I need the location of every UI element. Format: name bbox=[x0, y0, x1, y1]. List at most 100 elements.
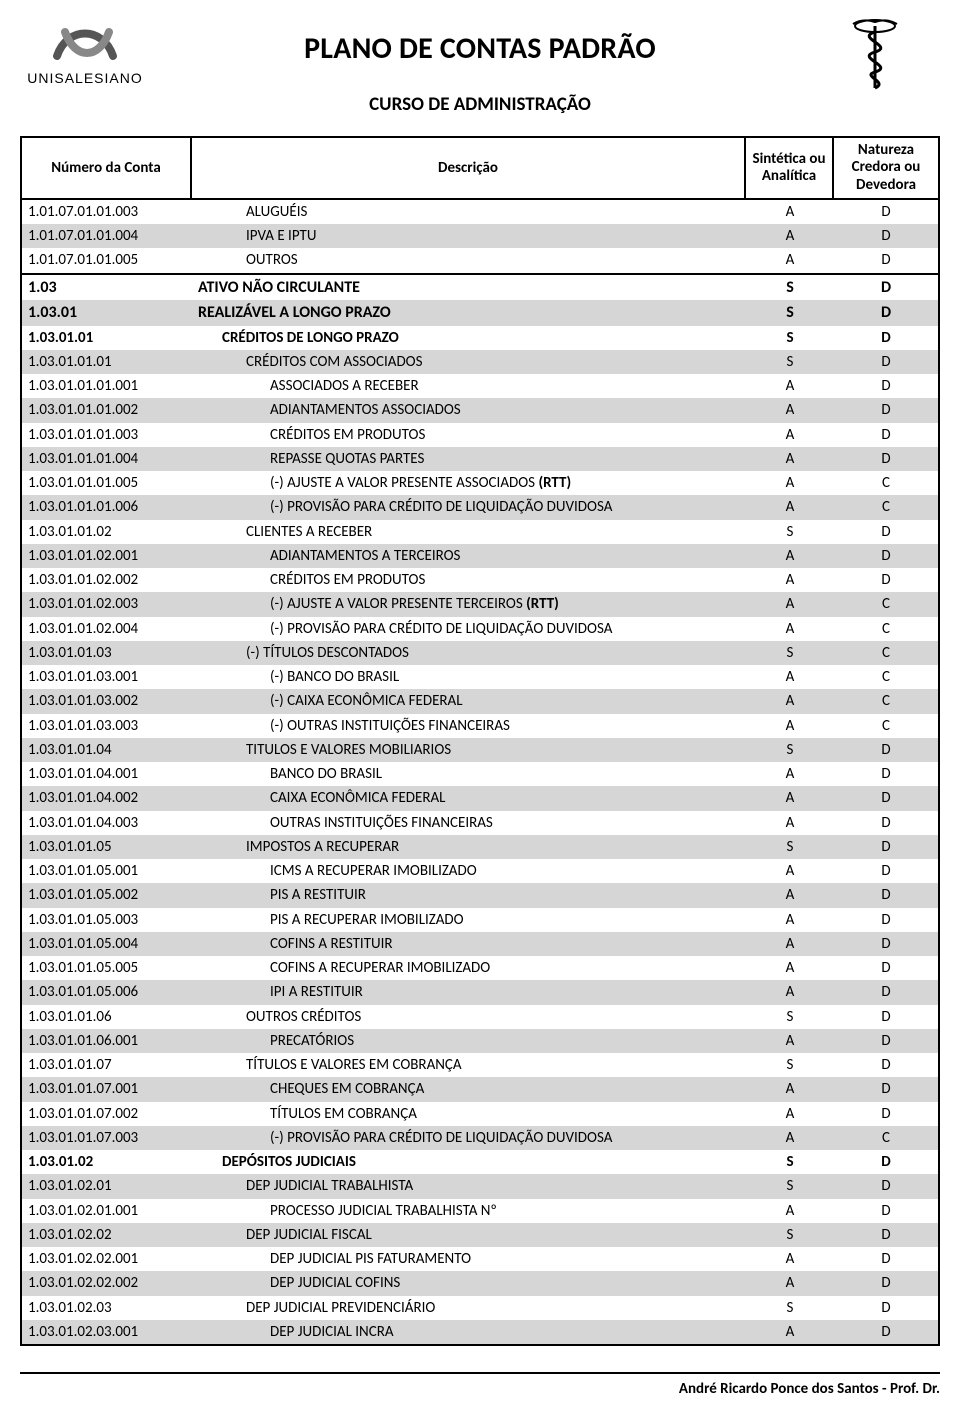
swoosh-icon bbox=[45, 16, 125, 68]
cell-description: (-) CAIXA ECONÔMICA FEDERAL bbox=[192, 689, 746, 713]
cell-description: TÍTULOS E VALORES EM COBRANÇA bbox=[192, 1053, 746, 1077]
table-row: 1.03.01.01.05.002PIS A RESTITUIRAD bbox=[22, 883, 938, 907]
cell-sa: S bbox=[746, 300, 834, 326]
cell-nat: D bbox=[834, 883, 938, 907]
cell-sa: A bbox=[746, 544, 834, 568]
cell-description: ASSOCIADOS A RECEBER bbox=[192, 374, 746, 398]
cell-sa: S bbox=[746, 1296, 834, 1320]
cell-account-number: 1.03.01.02 bbox=[22, 1150, 192, 1174]
cell-nat: D bbox=[834, 423, 938, 447]
cell-nat: D bbox=[834, 1053, 938, 1077]
cell-description: CRÉDITOS EM PRODUTOS bbox=[192, 423, 746, 447]
col-header-nat: Natureza Credora ou Devedora bbox=[834, 138, 938, 198]
cell-account-number: 1.03.01.01.02.004 bbox=[22, 617, 192, 641]
cell-sa: S bbox=[746, 350, 834, 374]
cell-description: COFINS A RESTITUIR bbox=[192, 932, 746, 956]
table-row: 1.03.01.02.01DEP JUDICIAL TRABALHISTASD bbox=[22, 1174, 938, 1198]
cell-sa: A bbox=[746, 1199, 834, 1223]
cell-account-number: 1.03.01.01.06.001 bbox=[22, 1029, 192, 1053]
cell-account-number: 1.03.01.01.05.001 bbox=[22, 859, 192, 883]
cell-sa: A bbox=[746, 374, 834, 398]
cell-description: CRÉDITOS EM PRODUTOS bbox=[192, 568, 746, 592]
cell-nat: D bbox=[834, 568, 938, 592]
cell-description: TITULOS E VALORES MOBILIARIOS bbox=[192, 738, 746, 762]
cell-sa: S bbox=[746, 835, 834, 859]
cell-description: DEP JUDICIAL PREVIDENCIÁRIO bbox=[192, 1296, 746, 1320]
cell-nat: D bbox=[834, 762, 938, 786]
cell-description: CHEQUES EM COBRANÇA bbox=[192, 1077, 746, 1101]
cell-sa: A bbox=[746, 956, 834, 980]
footer-text: André Ricardo Ponce dos Santos - Prof. D… bbox=[20, 1380, 940, 1398]
table-row: 1.03.01.01.03.002(-) CAIXA ECONÔMICA FED… bbox=[22, 689, 938, 713]
cell-sa: A bbox=[746, 762, 834, 786]
footer-line bbox=[20, 1372, 940, 1374]
cell-account-number: 1.03.01.02.03 bbox=[22, 1296, 192, 1320]
cell-nat: C bbox=[834, 471, 938, 495]
cell-account-number: 1.03.01.01.04.002 bbox=[22, 786, 192, 810]
cell-nat: D bbox=[834, 1271, 938, 1295]
cell-description: (-) AJUSTE A VALOR PRESENTE TERCEIROS (R… bbox=[192, 592, 746, 616]
cell-sa: S bbox=[746, 520, 834, 544]
table-row: 1.03.01.01.07.003(-) PROVISÃO PARA CRÉDI… bbox=[22, 1126, 938, 1150]
cell-description: REALIZÁVEL A LONGO PRAZO bbox=[192, 300, 746, 326]
cell-nat: D bbox=[834, 1320, 938, 1344]
cell-nat: D bbox=[834, 1077, 938, 1101]
cell-sa: A bbox=[746, 786, 834, 810]
table-row: 1.01.07.01.01.004IPVA E IPTUAD bbox=[22, 224, 938, 248]
cell-description: (-) PROVISÃO PARA CRÉDITO DE LIQUIDAÇÃO … bbox=[192, 1126, 746, 1150]
cell-description: IPVA E IPTU bbox=[192, 224, 746, 248]
cell-nat: D bbox=[834, 1247, 938, 1271]
logo-left-text: UNISALESIANO bbox=[27, 70, 142, 86]
cell-description: (-) BANCO DO BRASIL bbox=[192, 665, 746, 689]
table-row: 1.03.01.01.05.004COFINS A RESTITUIRAD bbox=[22, 932, 938, 956]
cell-account-number: 1.03.01.01 bbox=[22, 326, 192, 350]
cell-description: DEP JUDICIAL INCRA bbox=[192, 1320, 746, 1344]
table-row: 1.03.01.01.02.002CRÉDITOS EM PRODUTOSAD bbox=[22, 568, 938, 592]
cell-account-number: 1.03.01.01.02.001 bbox=[22, 544, 192, 568]
table-row: 1.03.01.01.05.001ICMS A RECUPERAR IMOBIL… bbox=[22, 859, 938, 883]
table-row: 1.03.01.01.01.004REPASSE QUOTAS PARTESAD bbox=[22, 447, 938, 471]
cell-nat: C bbox=[834, 641, 938, 665]
cell-nat: D bbox=[834, 520, 938, 544]
cell-nat: D bbox=[834, 447, 938, 471]
cell-nat: D bbox=[834, 398, 938, 422]
cell-account-number: 1.03.01.01.05 bbox=[22, 835, 192, 859]
cell-sa: A bbox=[746, 908, 834, 932]
table-row: 1.03.01.02DEPÓSITOS JUDICIAISSD bbox=[22, 1150, 938, 1174]
table-row: 1.03.01.01.03.003(-) OUTRAS INSTITUIÇÕES… bbox=[22, 714, 938, 738]
cell-nat: D bbox=[834, 1199, 938, 1223]
cell-sa: A bbox=[746, 714, 834, 738]
cell-account-number: 1.03.01.01.01.001 bbox=[22, 374, 192, 398]
logo-left: UNISALESIANO bbox=[20, 16, 150, 86]
table-row: 1.03.01.01.05IMPOSTOS A RECUPERARSD bbox=[22, 835, 938, 859]
cell-nat: C bbox=[834, 495, 938, 519]
cell-nat: D bbox=[834, 908, 938, 932]
cell-description: DEP JUDICIAL FISCAL bbox=[192, 1223, 746, 1247]
cell-description: CRÉDITOS DE LONGO PRAZO bbox=[192, 326, 746, 350]
table-row: 1.03.01.01.04TITULOS E VALORES MOBILIARI… bbox=[22, 738, 938, 762]
cell-account-number: 1.03.01.01.04.003 bbox=[22, 811, 192, 835]
cell-account-number: 1.03.01.01.07 bbox=[22, 1053, 192, 1077]
cell-account-number: 1.03.01.01.04.001 bbox=[22, 762, 192, 786]
cell-description: (-) PROVISÃO PARA CRÉDITO DE LIQUIDAÇÃO … bbox=[192, 617, 746, 641]
cell-description: PIS A RECUPERAR IMOBILIZADO bbox=[192, 908, 746, 932]
cell-description: CLIENTES A RECEBER bbox=[192, 520, 746, 544]
cell-description: PRECATÓRIOS bbox=[192, 1029, 746, 1053]
header-center: PLANO DE CONTAS PADRÃO CURSO DE ADMINIST… bbox=[150, 16, 810, 116]
col-header-desc: Descrição bbox=[192, 138, 746, 198]
table-row: 1.03.01.01.05.005COFINS A RECUPERAR IMOB… bbox=[22, 956, 938, 980]
cell-nat: D bbox=[834, 786, 938, 810]
cell-description: REPASSE QUOTAS PARTES bbox=[192, 447, 746, 471]
cell-account-number: 1.03.01.02.02 bbox=[22, 1223, 192, 1247]
table-row: 1.03.01.02.03DEP JUDICIAL PREVIDENCIÁRIO… bbox=[22, 1296, 938, 1320]
table-row: 1.03.01.01.01.001ASSOCIADOS A RECEBERAD bbox=[22, 374, 938, 398]
table-row: 1.01.07.01.01.003ALUGUÉISAD bbox=[22, 200, 938, 224]
table-row: 1.03.01.01.01.006(-) PROVISÃO PARA CRÉDI… bbox=[22, 495, 938, 519]
table-row: 1.03.01.01.01.002ADIANTAMENTOS ASSOCIADO… bbox=[22, 398, 938, 422]
page-subtitle: CURSO DE ADMINISTRAÇÃO bbox=[150, 93, 810, 116]
cell-account-number: 1.03.01.01.01.003 bbox=[22, 423, 192, 447]
table-row: 1.03.01.01.07.002TÍTULOS EM COBRANÇAAD bbox=[22, 1102, 938, 1126]
cell-sa: A bbox=[746, 200, 834, 224]
cell-sa: A bbox=[746, 447, 834, 471]
cell-account-number: 1.03.01.01.03 bbox=[22, 641, 192, 665]
